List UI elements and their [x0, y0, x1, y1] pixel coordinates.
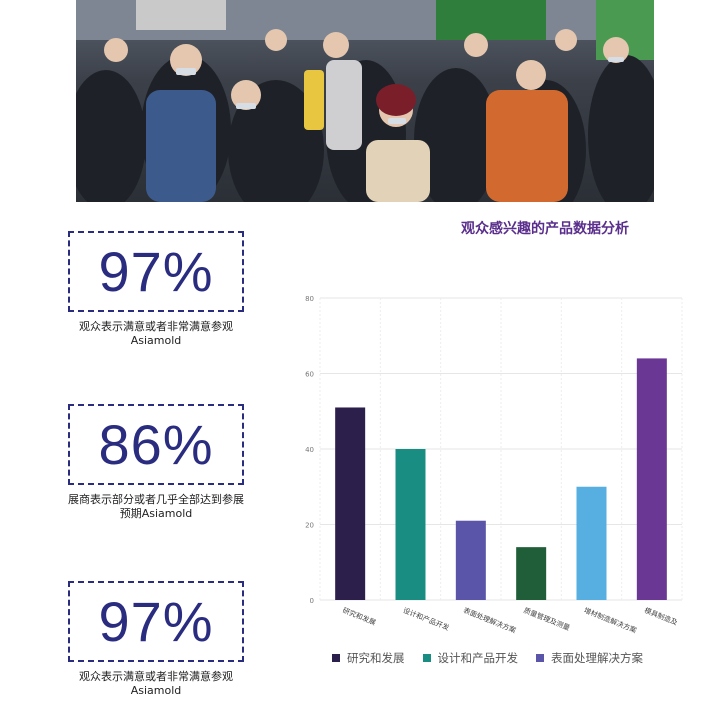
x-tick-label: 研究和发展: [341, 606, 377, 627]
bar-2: [395, 449, 426, 600]
bar-5: [576, 486, 607, 600]
stat-value-1: 97%: [98, 239, 214, 303]
legend-label: 研究和发展: [347, 651, 405, 665]
stat-caption-2-line2: 预期Asiamold: [119, 507, 193, 520]
legend-swatch: [536, 654, 544, 662]
legend-label: 表面处理解决方案: [551, 651, 643, 665]
stat-value-3: 97%: [98, 589, 214, 653]
bar-6: [636, 358, 667, 600]
y-tick-label: 40: [305, 446, 314, 454]
stat-caption-1-line1: 观众表示满意或者非常满意参观: [79, 320, 233, 333]
stat-box-2: 86%: [68, 404, 244, 485]
stat-box-1: 97%: [68, 231, 244, 312]
bar-4: [516, 547, 547, 600]
y-tick-label: 0: [310, 597, 314, 605]
chart-title: 观众感兴趣的产品数据分析: [461, 221, 629, 237]
legend-swatch: [332, 654, 340, 662]
chart-legend: 研究和发展 设计和产品开发 表面处理解决方案: [332, 650, 643, 666]
stat-caption-2: 展商表示部分或者几乎全部达到参展 预期Asiamold: [40, 493, 272, 521]
bar-3: [455, 520, 486, 600]
stat-caption-2-line1: 展商表示部分或者几乎全部达到参展: [68, 493, 244, 506]
stat-caption-3-line1: 观众表示满意或者非常满意参观: [79, 670, 233, 683]
x-tick-label: 模具制造及: [643, 606, 679, 627]
bar-1: [335, 407, 366, 600]
stat-caption-1: 观众表示满意或者非常满意参观 Asiamold: [40, 320, 272, 348]
x-tick-label: 质量管理及测量: [522, 606, 571, 633]
x-tick-label: 设计和产品开发: [402, 606, 451, 633]
legend-item-1: 研究和发展: [332, 650, 405, 666]
legend-item-2: 设计和产品开发: [422, 650, 519, 666]
legend-label: 设计和产品开发: [437, 651, 519, 665]
y-tick-label: 80: [305, 295, 314, 303]
y-tick-label: 60: [305, 371, 314, 379]
stat-value-2: 86%: [98, 412, 214, 476]
stat-caption-1-line2: Asiamold: [130, 334, 182, 347]
stat-box-3: 97%: [68, 581, 244, 662]
header-photo: [76, 0, 654, 202]
stat-caption-3: 观众表示满意或者非常满意参观 Asiamold: [40, 670, 272, 698]
legend-item-3: 表面处理解决方案: [536, 650, 643, 666]
y-tick-label: 20: [305, 522, 314, 530]
stat-caption-3-line2: Asiamold: [130, 684, 182, 697]
x-tick-label: 增材制造解决方案: [583, 606, 638, 635]
x-tick-label: 表面处理解决方案: [462, 606, 517, 635]
legend-swatch: [422, 654, 431, 662]
